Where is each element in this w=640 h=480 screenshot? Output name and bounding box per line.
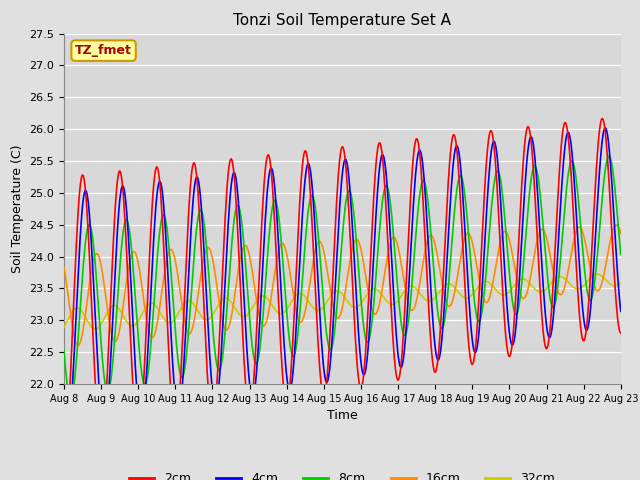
Title: Tonzi Soil Temperature Set A: Tonzi Soil Temperature Set A: [234, 13, 451, 28]
Legend: 2cm, 4cm, 8cm, 16cm, 32cm: 2cm, 4cm, 8cm, 16cm, 32cm: [124, 468, 561, 480]
Text: TZ_fmet: TZ_fmet: [75, 44, 132, 57]
X-axis label: Time: Time: [327, 409, 358, 422]
Y-axis label: Soil Temperature (C): Soil Temperature (C): [11, 144, 24, 273]
